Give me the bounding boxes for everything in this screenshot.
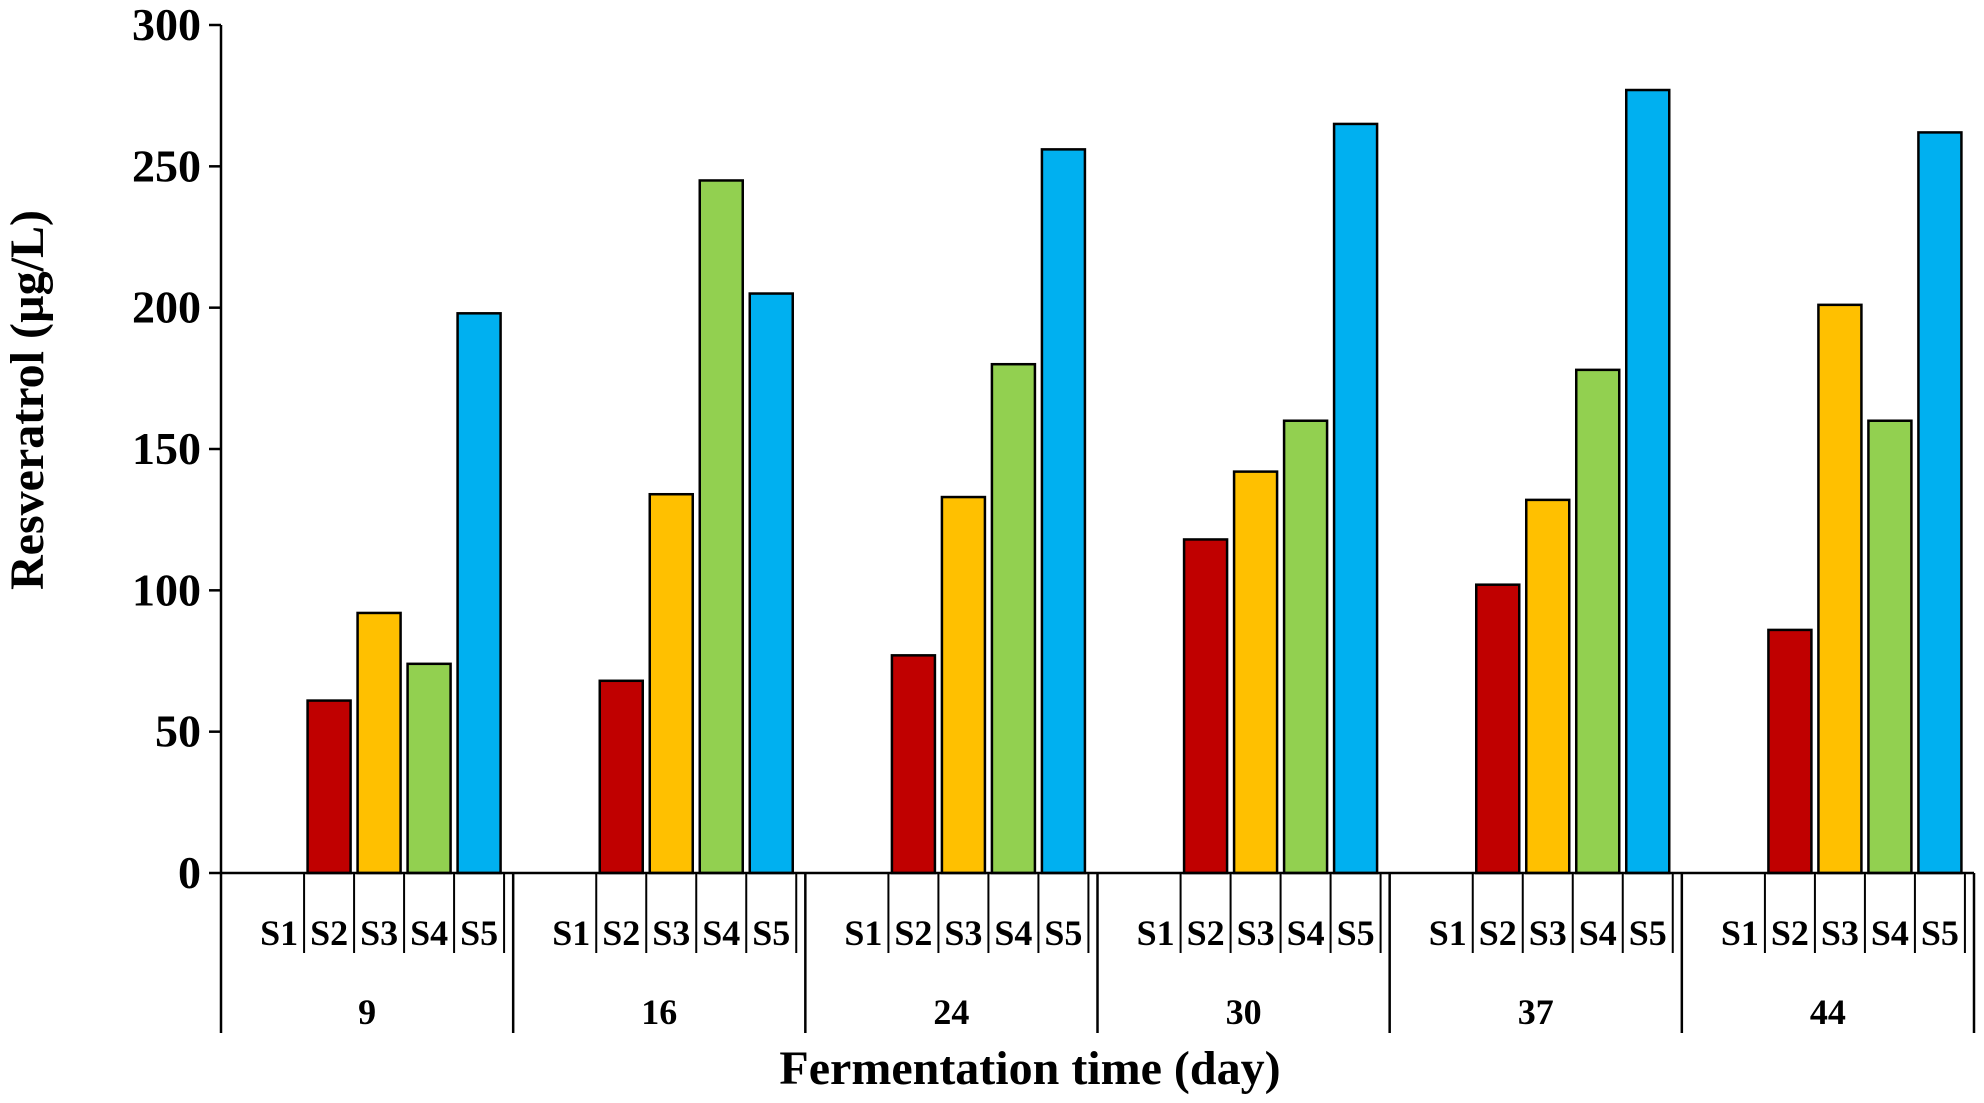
x-subcategory-label: S4 <box>702 913 740 953</box>
bars <box>306 88 1963 875</box>
x-subcategory-label: S5 <box>1337 913 1375 953</box>
bar-s3-day-16 <box>648 492 694 875</box>
x-axis: S1 S2 S3 S4 S5 9 S1 S2 S3 S4 S5 16 S1 S2 S3 S4 S5 24 S1 S2 S… <box>219 871 1976 1033</box>
x-subcategory-label: S2 <box>894 913 932 953</box>
y-tick-label: 0 <box>178 847 201 898</box>
bar-s5-day-9 <box>456 312 502 875</box>
x-subcategory-label: S1 <box>844 913 882 953</box>
y-axis: 0 50 100 150 200 250 300 <box>132 0 223 898</box>
y-tick-label: 150 <box>132 423 201 474</box>
y-tick-label: 100 <box>132 564 201 615</box>
bar-s2-day-30 <box>1182 538 1229 875</box>
bar-s4-day-24 <box>990 362 1037 875</box>
x-subcategory-label: S4 <box>1579 913 1617 953</box>
bar-s5-day-30 <box>1332 122 1379 875</box>
x-subcategory-label: S4 <box>994 913 1032 953</box>
x-subcategory-label: S5 <box>1629 913 1667 953</box>
x-subcategory-label: S5 <box>460 913 498 953</box>
bar-s5-day-37 <box>1625 88 1671 875</box>
bar-s3-day-9 <box>356 611 402 875</box>
bar-s2-day-16 <box>598 679 644 875</box>
x-group-label: 24 <box>933 992 969 1032</box>
x-subcategory-label: S3 <box>1529 913 1567 953</box>
x-subcategory-label: S3 <box>652 913 690 953</box>
bar-s3-day-44 <box>1817 303 1863 875</box>
bar-s3-day-37 <box>1525 498 1571 875</box>
y-axis-title: Resveratrol (µg/L) <box>1 210 54 590</box>
x-subcategory-label: S4 <box>1871 913 1909 953</box>
x-subcategory-label: S2 <box>1771 913 1809 953</box>
bar-s2-day-44 <box>1767 628 1813 875</box>
bar-s5-day-16 <box>748 292 794 875</box>
y-tick-label: 250 <box>132 140 201 191</box>
x-subcategory-label: S4 <box>1287 913 1325 953</box>
x-group-label: 44 <box>1810 992 1846 1032</box>
x-subcategory-label: S1 <box>1137 913 1175 953</box>
x-subcategory-label: S3 <box>360 913 398 953</box>
x-subcategory-label: S1 <box>552 913 590 953</box>
x-subcategory-label: S2 <box>310 913 348 953</box>
x-group-label: 37 <box>1518 992 1554 1032</box>
bar-s2-day-24 <box>890 654 937 875</box>
x-subcategory-label: S1 <box>1721 913 1759 953</box>
bar-s5-day-44 <box>1917 131 1963 875</box>
x-subcategory-label: S3 <box>1237 913 1275 953</box>
bar-s2-day-37 <box>1475 583 1521 875</box>
bar-s4-day-44 <box>1867 419 1913 875</box>
x-subcategory-label: S3 <box>944 913 982 953</box>
x-group-label: 16 <box>641 992 677 1032</box>
bar-s4-day-30 <box>1282 419 1329 875</box>
x-axis-title: Fermentation time (day) <box>779 1042 1280 1095</box>
bar-s5-day-24 <box>1040 148 1087 875</box>
y-tick-label: 300 <box>132 0 201 50</box>
y-tick-label: 50 <box>155 706 201 757</box>
x-group-label: 30 <box>1226 992 1262 1032</box>
x-subcategory-label: S2 <box>602 913 640 953</box>
x-subcategory-label: S3 <box>1821 913 1859 953</box>
x-subcategory-label: S2 <box>1479 913 1517 953</box>
bar-s4-day-16 <box>698 179 744 875</box>
x-subcategory-label: S1 <box>260 913 298 953</box>
x-subcategory-label: S5 <box>1921 913 1959 953</box>
x-group-label: 9 <box>358 992 376 1032</box>
bar-s3-day-30 <box>1232 470 1279 875</box>
x-subcategory-label: S2 <box>1187 913 1225 953</box>
x-subcategory-label: S5 <box>752 913 790 953</box>
x-subcategory-label: S1 <box>1429 913 1467 953</box>
x-subcategory-label: S5 <box>1044 913 1082 953</box>
bar-s4-day-9 <box>406 662 452 875</box>
x-subcategory-label: S4 <box>410 913 448 953</box>
y-tick-label: 200 <box>132 282 201 333</box>
bar-s3-day-24 <box>940 495 987 875</box>
bar-s4-day-37 <box>1575 368 1621 875</box>
bar-s2-day-9 <box>306 699 352 875</box>
